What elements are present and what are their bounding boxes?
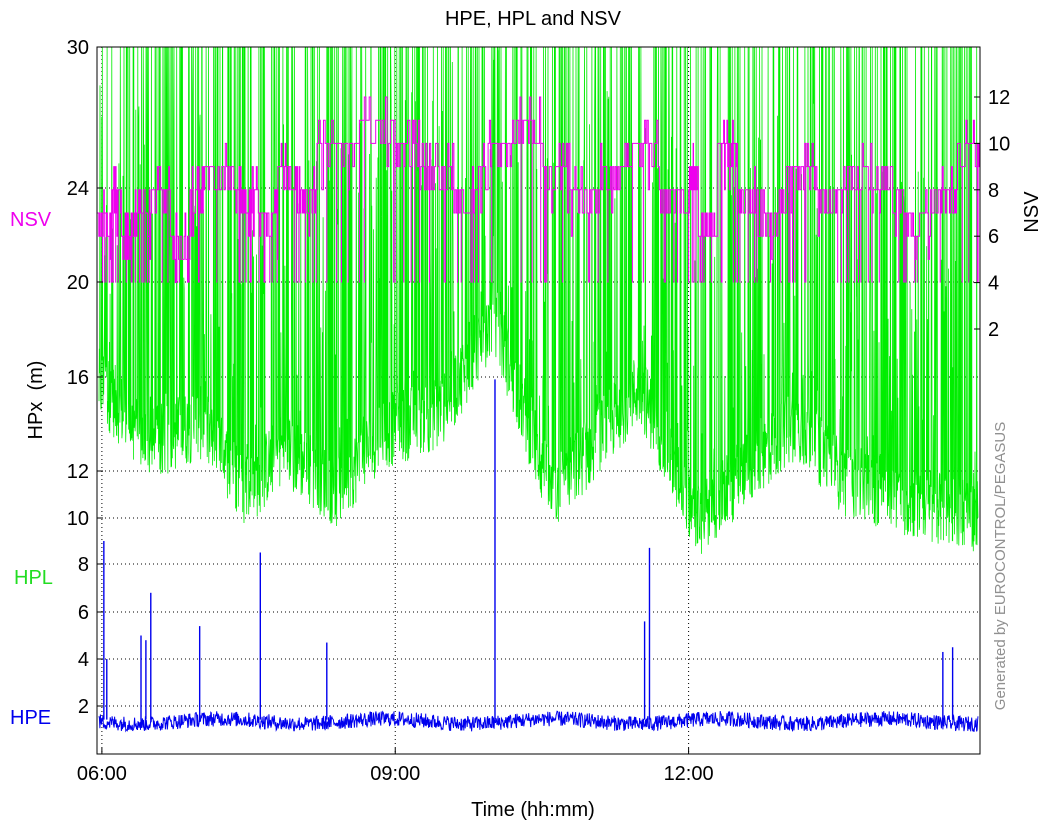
- plot-series: [97, 46, 980, 733]
- left-tick-label: 10: [67, 508, 89, 530]
- left-tick-label: 12: [67, 461, 89, 483]
- x-tick-label: 12:00: [664, 763, 714, 785]
- right-tick-label: 8: [988, 180, 999, 202]
- y-left-axis-label: HPx (m): [25, 361, 47, 440]
- x-axis-label: Time (hh:mm): [471, 799, 595, 821]
- x-axis-ticks: 06:00 09:00 12:00: [77, 748, 714, 785]
- left-tick-label: 4: [78, 649, 89, 671]
- left-tick-label: 2: [78, 696, 89, 718]
- right-tick-label: 6: [988, 226, 999, 248]
- chart-title: HPE, HPL and NSV: [445, 8, 622, 30]
- left-tick-label: 20: [67, 272, 89, 294]
- x-tick-label: 06:00: [77, 763, 127, 785]
- hpe-series-line: [98, 710, 979, 733]
- legend-label-nsv: NSV: [10, 209, 52, 231]
- y-right-axis-label: NSV: [1021, 191, 1043, 233]
- right-tick-label: 12: [988, 87, 1010, 109]
- right-tick-label: 4: [988, 273, 999, 295]
- right-tick-label: 10: [988, 133, 1010, 155]
- right-axis-ticks: 2 4 6 8 10 12: [974, 87, 1010, 341]
- left-tick-label: 24: [67, 178, 89, 200]
- left-tick-label: 16: [67, 367, 89, 389]
- left-tick-label: 30: [67, 37, 89, 59]
- left-tick-label: 6: [78, 602, 89, 624]
- legend-label-hpl: HPL: [14, 567, 53, 589]
- right-tick-label: 2: [988, 319, 999, 341]
- left-tick-label: 8: [78, 554, 89, 576]
- hpl-series-line: [98, 46, 979, 554]
- watermark-text: Generated by EUROCONTROL/PEGASUS: [992, 422, 1009, 710]
- plot-frame: [96, 46, 981, 755]
- legend-label-hpe: HPE: [10, 707, 51, 729]
- nsv-series-line: [97, 96, 980, 284]
- x-tick-label: 09:00: [370, 763, 420, 785]
